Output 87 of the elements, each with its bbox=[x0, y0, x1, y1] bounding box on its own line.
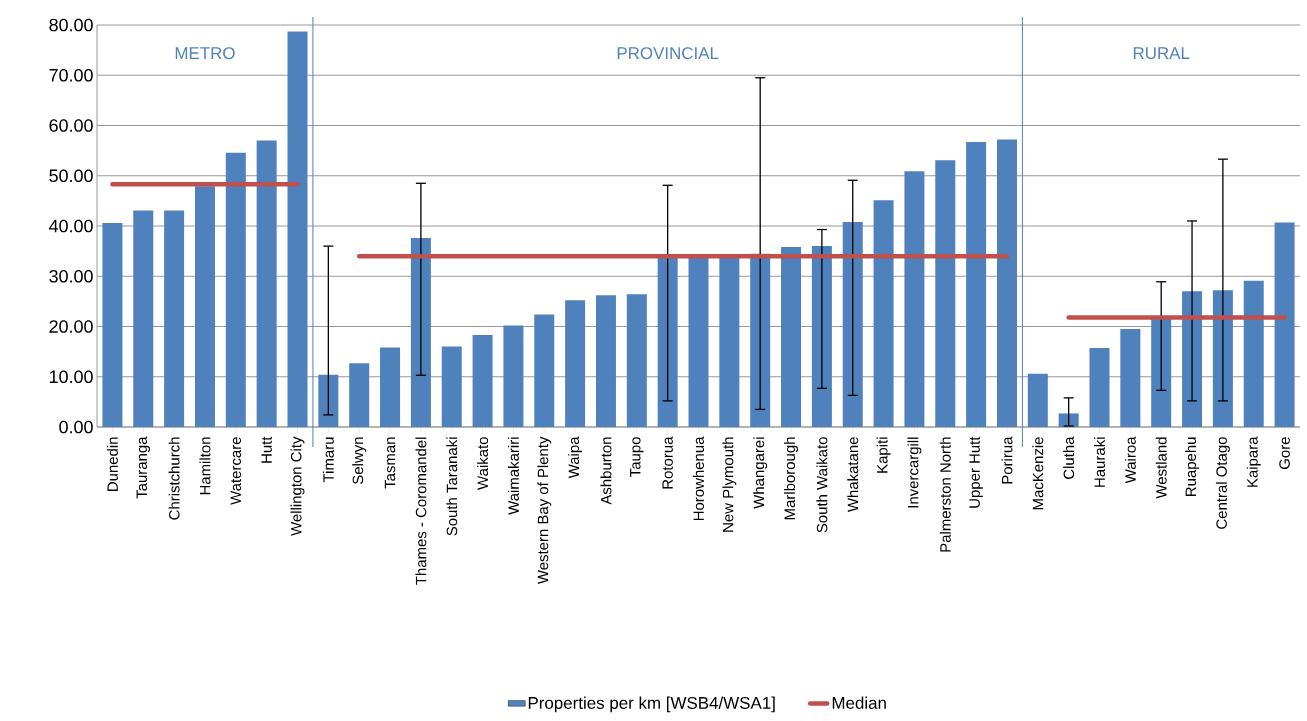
x-tick-label: Timaru bbox=[322, 437, 334, 483]
y-tick-label: 10.00 bbox=[49, 370, 93, 384]
x-tick-label: Rotorua bbox=[662, 436, 673, 489]
x-tick-label: Waimakariri bbox=[507, 437, 519, 515]
bar bbox=[842, 221, 863, 427]
x-tick-label: Kapiti bbox=[876, 437, 891, 473]
bar bbox=[904, 171, 925, 427]
x-tick-label: Ashburton bbox=[600, 437, 612, 505]
bar bbox=[996, 139, 1017, 427]
x-tick-label: Christchurch bbox=[168, 437, 180, 520]
bar bbox=[380, 347, 401, 427]
x-tick-label: Selwyn bbox=[352, 437, 367, 485]
x-tick-label: New Plymouth bbox=[722, 437, 737, 532]
x-tick-label: Invercargill bbox=[907, 437, 922, 508]
x-tick-label: Gore bbox=[1279, 437, 1290, 469]
bar bbox=[164, 210, 185, 427]
y-tick-label: 60.00 bbox=[49, 119, 93, 132]
x-tick-label: Kaipara bbox=[1246, 436, 1261, 487]
x-tick-label: Palmerston North bbox=[939, 437, 951, 552]
x-tick-label: Wairoa bbox=[1124, 436, 1136, 484]
bar bbox=[287, 31, 308, 427]
bar bbox=[318, 374, 339, 427]
x-tick-label: Clutha bbox=[1063, 436, 1075, 479]
bar bbox=[1243, 280, 1264, 427]
bar bbox=[1027, 373, 1048, 427]
y-tick-label: 40.00 bbox=[49, 219, 93, 233]
x-tick-label: Waikato bbox=[477, 437, 489, 490]
annotation: RURAL bbox=[1133, 47, 1190, 60]
bar bbox=[1120, 329, 1141, 427]
bar bbox=[472, 335, 493, 427]
bar bbox=[1089, 348, 1110, 427]
bar bbox=[719, 256, 740, 427]
y-tick-label: 70.00 bbox=[49, 68, 93, 82]
x-tick-label: Central Otago bbox=[1215, 437, 1230, 529]
bar bbox=[102, 222, 123, 427]
x-tick-label: Westland bbox=[1155, 437, 1167, 499]
legend-label: Median bbox=[832, 696, 886, 709]
bar bbox=[873, 200, 894, 427]
bar bbox=[194, 186, 215, 427]
y-tick-label: 30.00 bbox=[49, 269, 93, 283]
bar bbox=[935, 160, 956, 427]
x-tick-label: MacKenzie bbox=[1032, 437, 1044, 510]
x-tick-label: Hamilton bbox=[199, 437, 211, 495]
x-tick-label: Whangarei bbox=[753, 437, 768, 509]
x-tick-label: Thames - Coromandel bbox=[415, 437, 427, 585]
x-tick-label: Horowhenua bbox=[693, 436, 704, 521]
bar bbox=[133, 210, 154, 427]
bar bbox=[565, 300, 586, 427]
x-tick-label: Marlborough bbox=[784, 437, 798, 520]
bar bbox=[657, 256, 678, 427]
x-tick-label: Upper Hutt bbox=[969, 436, 983, 508]
bar bbox=[225, 152, 246, 427]
y-tick-label: 20.00 bbox=[49, 320, 93, 333]
y-tick-label: 50.00 bbox=[49, 169, 93, 183]
bar bbox=[534, 314, 555, 427]
x-tick-label: South Waikato bbox=[816, 437, 828, 533]
bar bbox=[688, 256, 709, 427]
x-tick-label: Taupo bbox=[630, 437, 644, 477]
x-tick-label: Dunedin bbox=[106, 437, 118, 491]
x-tick-label: Western Bay of Plenty bbox=[537, 436, 552, 585]
x-tick-label: Hutt bbox=[261, 436, 272, 463]
bar bbox=[595, 295, 616, 427]
x-tick-label: Porirua bbox=[1001, 436, 1013, 484]
bar bbox=[1151, 318, 1172, 427]
bar bbox=[966, 142, 987, 427]
bar bbox=[256, 140, 277, 427]
bar bbox=[626, 294, 647, 427]
x-tick-label: Hauraki bbox=[1094, 437, 1105, 487]
bar bbox=[781, 247, 802, 427]
annotation: PROVINCIAL bbox=[617, 47, 719, 60]
x-tick-label: Ruapehu bbox=[1185, 437, 1199, 496]
bar bbox=[503, 325, 524, 427]
x-tick-label: Tauranga bbox=[136, 436, 150, 499]
bar bbox=[1274, 222, 1295, 427]
bar bbox=[441, 346, 462, 427]
y-tick-label: 0.00 bbox=[59, 420, 93, 434]
x-tick-label: Waipa bbox=[568, 436, 583, 479]
bar bbox=[349, 363, 370, 427]
legend-label: Properties per km [WSB4/WSA1] bbox=[528, 696, 775, 713]
x-tick-label: South Taranaki bbox=[446, 437, 458, 536]
bar bbox=[410, 238, 431, 427]
y-tick-label: 80.00 bbox=[49, 18, 93, 32]
annotation: METRO bbox=[175, 47, 235, 60]
x-tick-label: Tasman bbox=[384, 437, 396, 489]
x-tick-label: Whakatane bbox=[847, 437, 859, 513]
x-tick-label: Watercare bbox=[230, 437, 242, 505]
x-tick-label: Wellington City bbox=[290, 436, 305, 536]
